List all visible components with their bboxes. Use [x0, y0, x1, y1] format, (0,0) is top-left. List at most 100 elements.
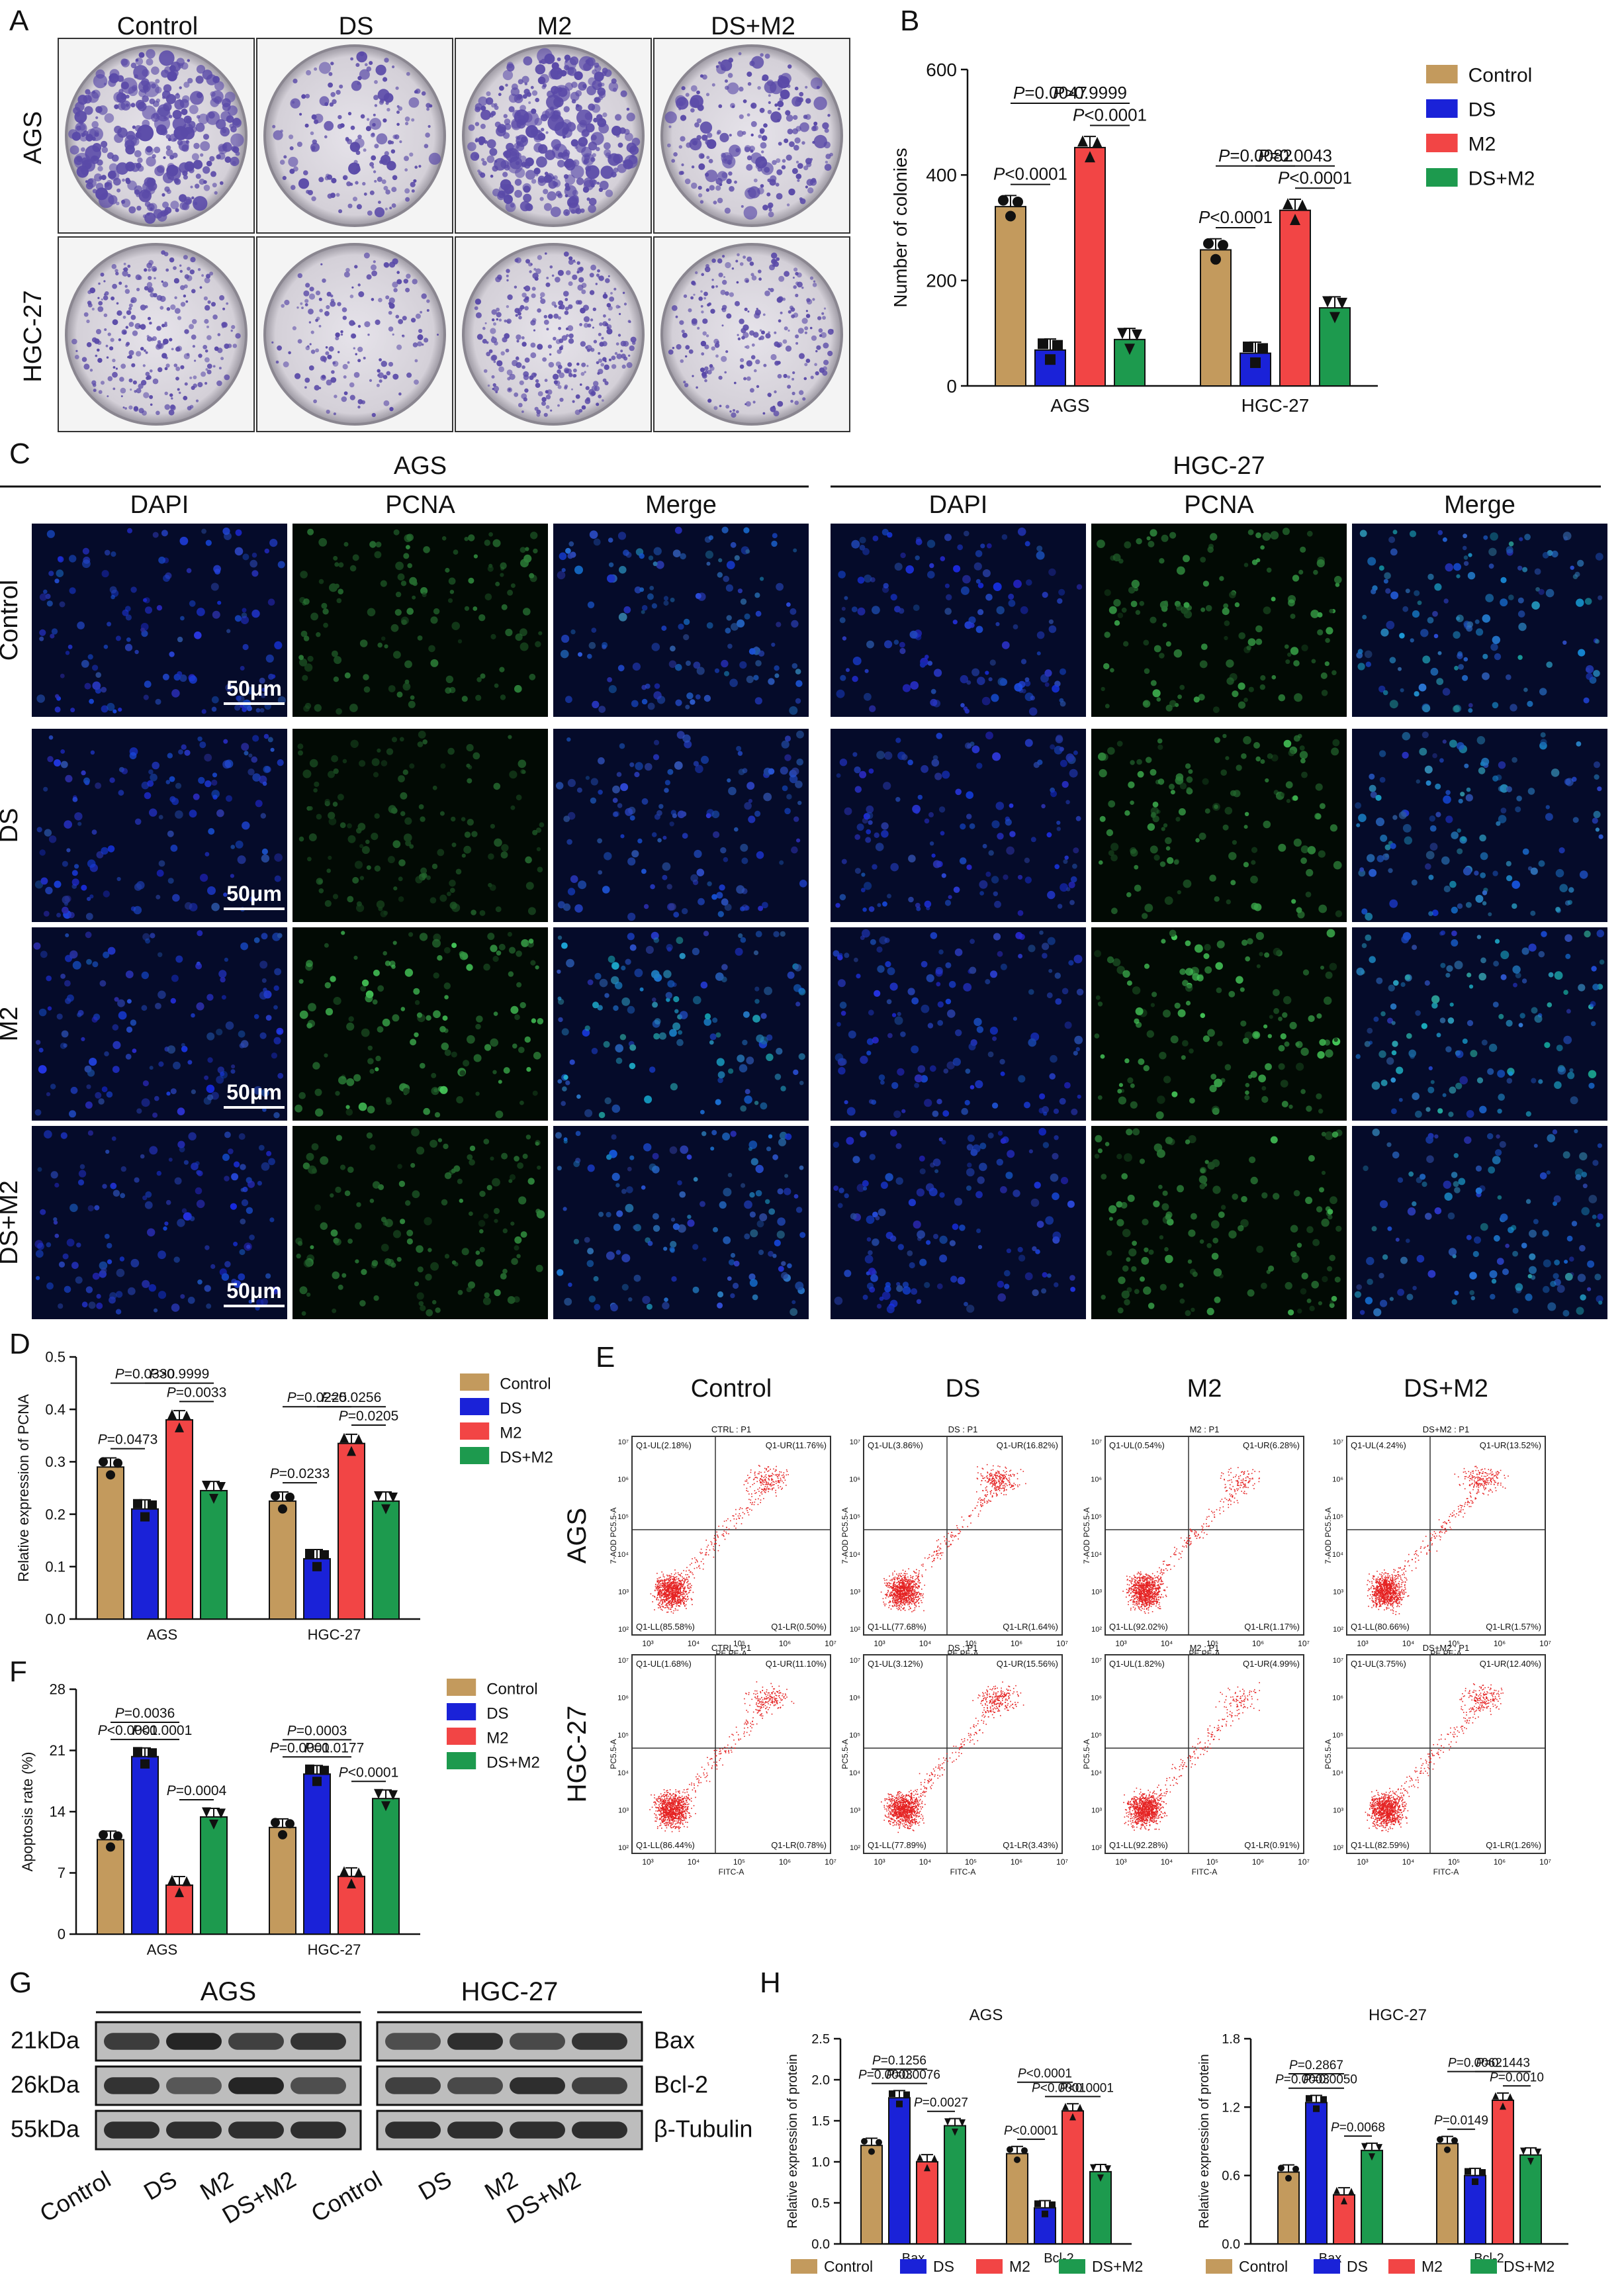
nucleus: [709, 1033, 717, 1041]
colony: [289, 168, 295, 174]
p-value: P<0.0001: [1018, 2067, 1072, 2081]
nucleus: [755, 1164, 764, 1174]
nucleus: [112, 1024, 119, 1031]
colony: [813, 96, 827, 111]
nucleus: [68, 644, 73, 649]
nucleus: [46, 1242, 52, 1248]
colony: [739, 114, 744, 119]
nucleus: [391, 737, 398, 743]
bar: [338, 1442, 365, 1620]
nucleus: [81, 770, 86, 776]
nucleus: [478, 1220, 486, 1227]
colony: [568, 338, 574, 344]
nucleus: [251, 552, 257, 558]
nucleus: [641, 698, 648, 705]
nucleus: [1301, 644, 1308, 651]
nucleus: [619, 1034, 627, 1041]
colony: [523, 374, 529, 381]
colony: [217, 333, 221, 336]
y-tick-label: 0.3: [45, 1454, 66, 1470]
colony: [85, 182, 93, 190]
colony: [490, 337, 498, 344]
colony: [122, 268, 125, 271]
nucleus: [381, 636, 386, 641]
nucleus: [726, 615, 732, 621]
nucleus: [1056, 820, 1061, 825]
nucleus: [683, 634, 690, 641]
colony: [602, 293, 608, 299]
colony: [710, 308, 715, 314]
colony: [499, 85, 504, 91]
nucleus: [608, 955, 615, 963]
colony: [701, 134, 708, 141]
nucleus: [646, 1303, 653, 1310]
nucleus: [561, 942, 568, 949]
legend-label: DS: [486, 1704, 508, 1722]
nucleus: [717, 1291, 724, 1298]
nucleus: [1183, 879, 1192, 888]
colony: [558, 326, 561, 330]
nucleus: [197, 1279, 203, 1285]
nucleus: [1188, 769, 1193, 774]
colony: [394, 134, 400, 140]
colony: [536, 156, 547, 168]
colony: [488, 349, 493, 353]
colony: [524, 357, 530, 363]
colony: [557, 57, 561, 62]
nucleus: [64, 1285, 71, 1293]
colony: [544, 379, 548, 383]
nucleus: [687, 1215, 692, 1219]
nucleus: [1463, 534, 1468, 539]
colony: [756, 308, 758, 310]
colony: [605, 278, 610, 283]
nucleus: [651, 603, 658, 609]
colony: [705, 172, 709, 177]
data-point: [374, 1491, 383, 1501]
colony: [543, 174, 553, 183]
data-point: [202, 1481, 211, 1491]
nucleus: [406, 1229, 414, 1236]
nucleus: [464, 537, 469, 541]
nucleus: [82, 547, 89, 555]
colony: [180, 285, 185, 291]
colony: [528, 101, 531, 105]
colony: [314, 67, 318, 71]
nucleus: [224, 532, 232, 540]
nucleus: [230, 874, 234, 878]
colony: [766, 192, 771, 197]
bar: [1361, 2149, 1383, 2245]
nucleus: [1106, 829, 1114, 837]
nucleus: [200, 874, 208, 882]
colony: [383, 77, 388, 82]
data-point: [876, 2139, 882, 2146]
nucleus: [46, 1092, 51, 1097]
nucleus: [404, 534, 412, 543]
colony: [180, 365, 185, 369]
colony: [750, 273, 754, 277]
nucleus: [682, 833, 688, 839]
nucleus: [634, 968, 643, 978]
nucleus: [1260, 545, 1265, 550]
nucleus: [420, 1305, 426, 1311]
colony: [124, 407, 128, 410]
nucleus: [743, 1011, 750, 1018]
nucleus: [535, 641, 541, 647]
nucleus: [997, 833, 1004, 840]
data-point: [381, 1801, 390, 1812]
nucleus: [87, 1130, 93, 1136]
nucleus: [1422, 655, 1431, 664]
nucleus: [59, 601, 66, 608]
nucleus: [1238, 632, 1245, 639]
colony: [545, 405, 550, 409]
nucleus: [451, 622, 460, 630]
nucleus: [740, 1105, 746, 1112]
nucleus: [563, 903, 571, 911]
colony: [532, 273, 539, 279]
nucleus: [48, 571, 54, 577]
nucleus: [665, 992, 672, 999]
colony: [521, 136, 527, 143]
nucleus: [1048, 619, 1054, 624]
nucleus: [84, 682, 91, 690]
colony: [534, 118, 543, 126]
y-tick-label: 0.0: [811, 2237, 830, 2252]
